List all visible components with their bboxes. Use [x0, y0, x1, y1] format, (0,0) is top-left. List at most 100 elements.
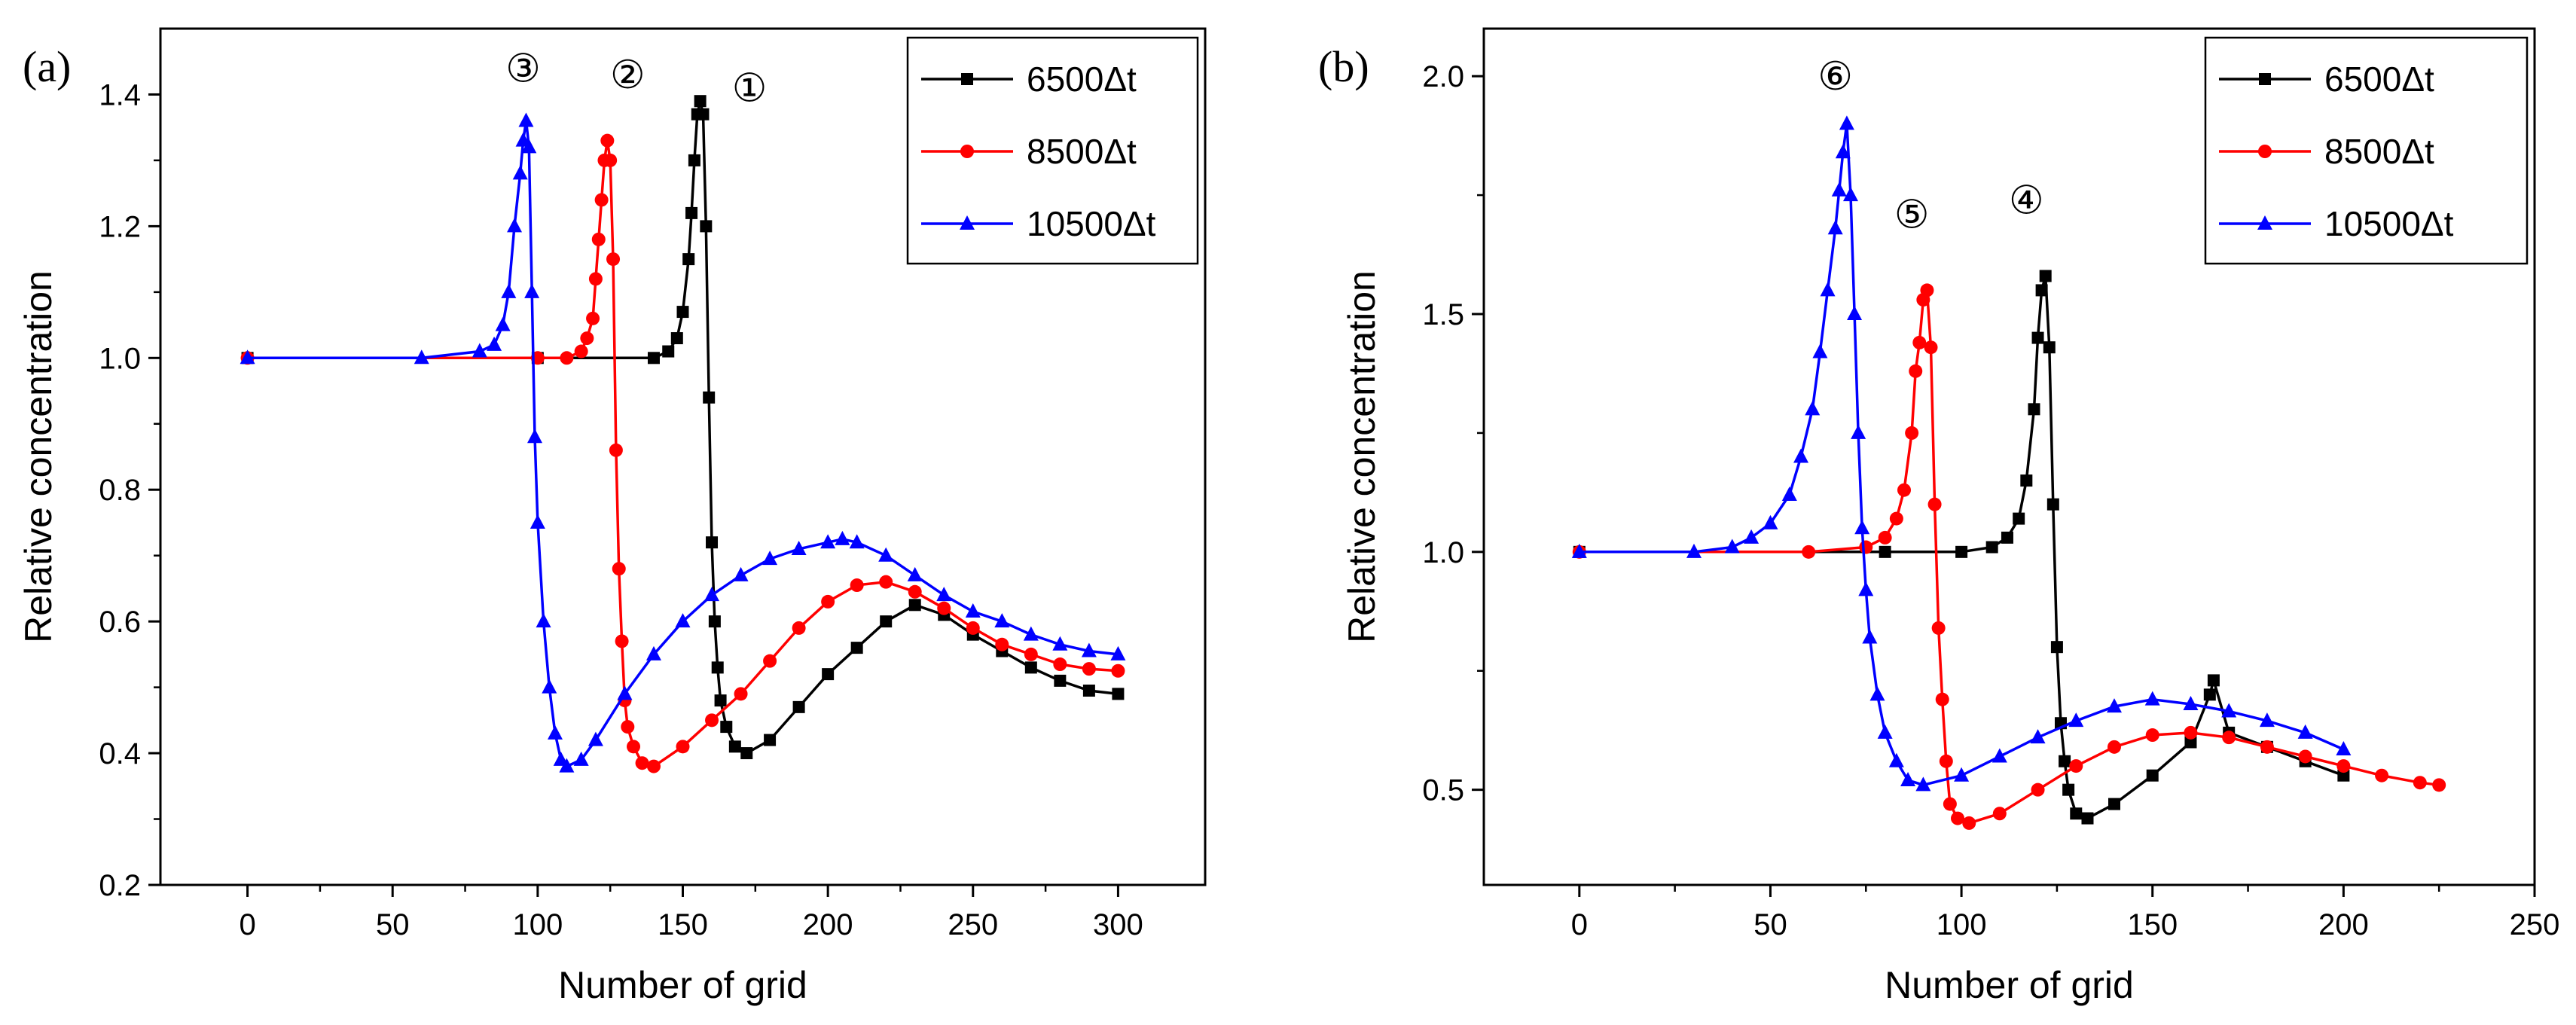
data-point: [670, 332, 683, 345]
data-point: [1081, 642, 1097, 657]
data-point: [697, 108, 710, 120]
data-point: [1110, 645, 1126, 660]
data-point: [792, 700, 805, 713]
data-point: [879, 575, 893, 589]
data-point: [2413, 776, 2427, 790]
data-point: [1854, 520, 1870, 535]
legend-label: 6500Δt: [1027, 59, 1137, 99]
data-point: [414, 349, 429, 365]
peak-annotation: ③: [505, 47, 541, 90]
x-tick-label: 250: [948, 908, 998, 941]
data-point: [646, 645, 661, 660]
data-point: [994, 613, 1010, 628]
data-point: [1962, 816, 1976, 830]
x-tick-label: 200: [2318, 908, 2369, 941]
data-point: [1858, 581, 1874, 596]
x-tick-label: 250: [2510, 908, 2560, 941]
data-point: [878, 547, 894, 562]
data-point: [694, 95, 707, 108]
data-point: [1686, 543, 1702, 558]
data-point: [1985, 541, 1998, 554]
data-point: [662, 345, 675, 358]
data-point: [1781, 487, 1797, 502]
data-point: [1954, 767, 1970, 782]
series-line: [1579, 288, 2440, 825]
series-3: [240, 112, 1126, 773]
x-tick-label: 50: [376, 908, 410, 941]
data-point: [472, 343, 487, 358]
data-point: [574, 344, 588, 358]
data-point: [1054, 674, 1067, 687]
data-point: [728, 740, 741, 753]
data-point: [676, 306, 689, 319]
data-point: [2203, 688, 2216, 701]
data-point: [850, 578, 864, 593]
data-point: [792, 621, 806, 635]
data-point: [1912, 335, 1927, 349]
data-point: [2013, 512, 2025, 525]
data-point: [1793, 448, 1809, 463]
data-point: [559, 758, 575, 773]
y-tick-label: 1.0: [99, 342, 141, 375]
series-1: [241, 95, 1125, 760]
x-axis-label: Number of grid: [1885, 964, 2134, 1006]
peak-annotation: ②: [610, 53, 646, 97]
data-point: [1862, 629, 1878, 644]
data-point: [2259, 712, 2275, 728]
data-point: [487, 336, 502, 351]
panel-label-a: (a): [23, 42, 71, 91]
data-point: [1931, 621, 1946, 635]
data-point: [966, 621, 980, 635]
x-tick-label: 0: [239, 908, 255, 941]
peak-annotation: ⑤: [1894, 193, 1930, 236]
data-point: [647, 352, 660, 365]
data-point: [995, 637, 1009, 651]
data-point: [1915, 776, 1931, 792]
data-point: [2062, 783, 2075, 796]
data-point: [2020, 474, 2033, 487]
data-point: [2146, 769, 2159, 782]
data-point: [2258, 145, 2272, 158]
series-2: [240, 133, 1125, 773]
data-point: [820, 534, 836, 549]
legend-label: 8500Δt: [2324, 132, 2434, 171]
data-point: [536, 613, 551, 628]
data-point: [2068, 712, 2084, 728]
peak-annotation: ①: [732, 67, 768, 111]
data-point: [937, 601, 951, 615]
data-point: [1877, 724, 1893, 739]
data-point: [1992, 748, 2007, 763]
data-point: [518, 112, 534, 127]
x-tick-label: 150: [658, 908, 708, 941]
data-point: [1992, 807, 2007, 821]
data-point: [2108, 798, 2120, 810]
data-point: [1905, 426, 1919, 440]
data-point: [617, 685, 633, 700]
data-point: [936, 587, 952, 602]
x-tick-label: 100: [1937, 908, 1987, 941]
data-point: [521, 139, 537, 154]
data-point: [734, 687, 748, 701]
data-point: [1939, 754, 1953, 768]
data-point: [2070, 807, 2083, 820]
data-point: [2043, 341, 2056, 354]
data-point: [2222, 731, 2236, 745]
data-point: [704, 587, 720, 602]
data-point: [880, 615, 893, 628]
x-tick-label: 0: [1571, 908, 1588, 941]
data-point: [1023, 626, 1039, 641]
x-axis-label: Number of grid: [558, 964, 807, 1006]
x-tick-label: 150: [2127, 908, 2178, 941]
data-point: [580, 331, 594, 346]
data-point: [961, 73, 973, 85]
peak-annotation: ⑥: [1818, 55, 1853, 99]
chart-panel-a: (a) 0 50 100 150 200 250 300 0.2 0.4 0.6 0.8 1.0 1.2…: [17, 27, 1207, 1006]
data-point: [606, 252, 621, 267]
data-point: [560, 351, 574, 365]
data-point: [2336, 740, 2352, 755]
data-point: [705, 713, 719, 728]
data-point: [688, 154, 700, 166]
data-point: [714, 694, 727, 707]
data-point: [1920, 283, 1934, 297]
data-point: [1763, 514, 1778, 529]
